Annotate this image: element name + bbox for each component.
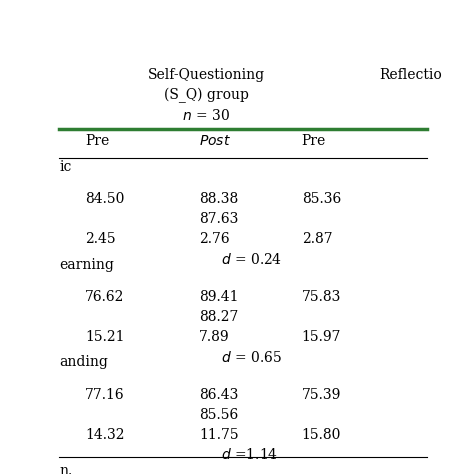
Text: $d$ = 0.24: $d$ = 0.24 [221, 252, 282, 267]
Text: 85.36: 85.36 [301, 192, 341, 206]
Text: $d$ = 0.65: $d$ = 0.65 [221, 350, 282, 365]
Text: 75.83: 75.83 [301, 290, 341, 304]
Text: 11.75: 11.75 [199, 428, 238, 441]
Text: 84.50: 84.50 [85, 192, 124, 206]
Text: 77.16: 77.16 [85, 388, 125, 401]
Text: 85.56: 85.56 [199, 408, 238, 421]
Text: Self-Questioning: Self-Questioning [147, 68, 265, 82]
Text: Pre: Pre [301, 134, 326, 147]
Text: ic: ic [59, 160, 72, 174]
Text: Reflectio: Reflectio [379, 68, 442, 82]
Text: 2.45: 2.45 [85, 232, 116, 246]
Text: $d$ =1.14: $d$ =1.14 [221, 447, 278, 463]
Text: 89.41: 89.41 [199, 290, 238, 304]
Text: (S_Q) group: (S_Q) group [164, 88, 249, 103]
Text: 87.63: 87.63 [199, 212, 238, 226]
Text: 7.89: 7.89 [199, 330, 229, 344]
Text: $n$ = 30: $n$ = 30 [182, 108, 230, 123]
Text: 2.76: 2.76 [199, 232, 229, 246]
Text: Pre: Pre [85, 134, 109, 147]
Text: 76.62: 76.62 [85, 290, 124, 304]
Text: earning: earning [59, 257, 114, 272]
Text: 15.80: 15.80 [301, 428, 341, 441]
Text: 86.43: 86.43 [199, 388, 238, 401]
Text: anding: anding [59, 356, 108, 369]
Text: $\it{Post}$: $\it{Post}$ [199, 134, 231, 147]
Text: 15.97: 15.97 [301, 330, 341, 344]
Text: 88.38: 88.38 [199, 192, 238, 206]
Text: 15.21: 15.21 [85, 330, 125, 344]
Text: 14.32: 14.32 [85, 428, 125, 441]
Text: 88.27: 88.27 [199, 310, 238, 324]
Text: n.: n. [59, 464, 73, 474]
Text: 75.39: 75.39 [301, 388, 341, 401]
Text: 2.87: 2.87 [301, 232, 332, 246]
